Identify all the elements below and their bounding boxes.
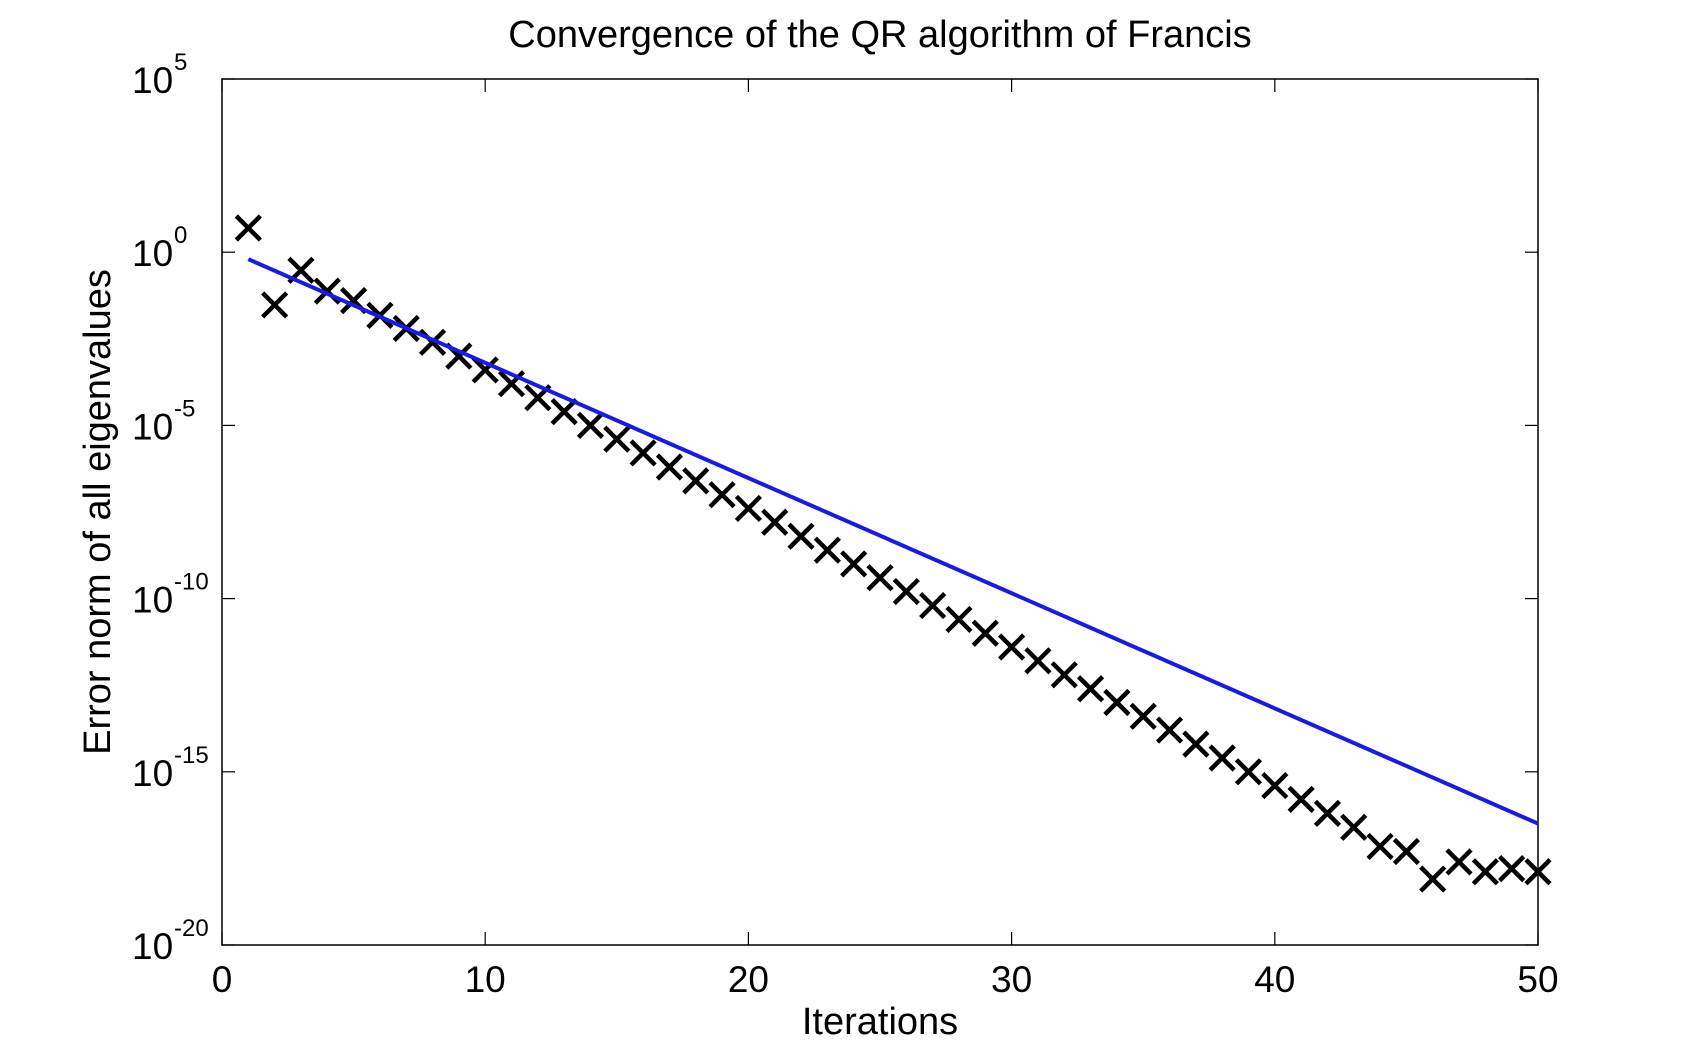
x-axis-label: Iterations bbox=[802, 1001, 958, 1043]
data-point-x bbox=[945, 605, 973, 634]
y-tick-label: 10 bbox=[132, 406, 173, 447]
data-point-x bbox=[1076, 675, 1105, 703]
data-point-x bbox=[1024, 647, 1052, 675]
data-point-x bbox=[550, 398, 578, 426]
data-point-x bbox=[1050, 661, 1078, 689]
data-point-x bbox=[234, 214, 262, 242]
data-point-x bbox=[1445, 848, 1473, 876]
data-point-x bbox=[576, 411, 605, 439]
data-point-x bbox=[1419, 865, 1447, 893]
data-point-x bbox=[892, 577, 920, 606]
y-tick-label: 10 bbox=[132, 753, 173, 794]
x-tick-label: 50 bbox=[1517, 959, 1558, 1000]
plot-series bbox=[234, 214, 1552, 893]
fit-line bbox=[247, 257, 1539, 826]
data-point-x bbox=[1182, 730, 1210, 758]
data-point-x bbox=[629, 439, 657, 467]
data-point-x bbox=[471, 356, 499, 384]
data-point-x bbox=[603, 425, 631, 453]
data-point-x bbox=[1155, 716, 1184, 744]
y-tick-exponent: -15 bbox=[174, 742, 209, 769]
chart-title: Convergence of the QR algorithm of Franc… bbox=[508, 14, 1251, 56]
data-point-x bbox=[919, 591, 947, 620]
x-tick-label: 20 bbox=[728, 959, 769, 1000]
plot-area bbox=[221, 78, 1539, 946]
data-point-x bbox=[1392, 837, 1420, 866]
data-point-x bbox=[1498, 855, 1526, 883]
y-tick-label: 10 bbox=[132, 60, 173, 101]
data-point-x bbox=[1340, 813, 1368, 841]
data-point-x bbox=[734, 494, 762, 523]
y-tick-exponent: 0 bbox=[174, 222, 187, 249]
data-point-x bbox=[1524, 858, 1552, 886]
y-tick-exponent: 5 bbox=[174, 49, 187, 76]
x-axis: 0 10 20 30 40 50 bbox=[212, 79, 1559, 1000]
y-tick-exponent: -10 bbox=[174, 569, 209, 596]
data-point-x bbox=[1261, 771, 1289, 800]
x-tick-label: 40 bbox=[1254, 959, 1295, 1000]
data-point-x bbox=[1287, 785, 1315, 813]
data-point-x bbox=[682, 467, 710, 495]
data-point-x bbox=[708, 481, 736, 509]
y-tick-label: 10 bbox=[132, 926, 173, 967]
data-point-x bbox=[1313, 799, 1342, 827]
x-tick-label: 0 bbox=[212, 959, 233, 1000]
y-tick-label: 10 bbox=[132, 233, 173, 274]
data-point-x bbox=[761, 508, 789, 536]
data-point-x bbox=[1234, 758, 1263, 786]
x-tick-label: 30 bbox=[991, 959, 1032, 1000]
data-point-x bbox=[1366, 832, 1394, 861]
data-point-x bbox=[813, 536, 841, 564]
y-tick-exponent: -20 bbox=[174, 915, 209, 942]
data-point-x bbox=[787, 522, 815, 550]
y-axis-label: Error norm of all eigenvalues bbox=[77, 269, 119, 755]
data-point-x bbox=[655, 453, 684, 481]
data-point-x bbox=[1129, 702, 1157, 730]
data-point-x bbox=[1208, 744, 1236, 772]
data-point-x bbox=[998, 633, 1026, 661]
data-point-x bbox=[261, 291, 289, 319]
data-point-x bbox=[971, 619, 999, 647]
data-point-x bbox=[866, 564, 894, 592]
data-point-x bbox=[1471, 858, 1499, 886]
data-point-x bbox=[1103, 688, 1131, 717]
x-tick-label: 10 bbox=[465, 959, 506, 1000]
data-point-x bbox=[840, 550, 868, 578]
y-tick-exponent: -5 bbox=[174, 395, 195, 422]
y-tick-label: 10 bbox=[132, 580, 173, 621]
